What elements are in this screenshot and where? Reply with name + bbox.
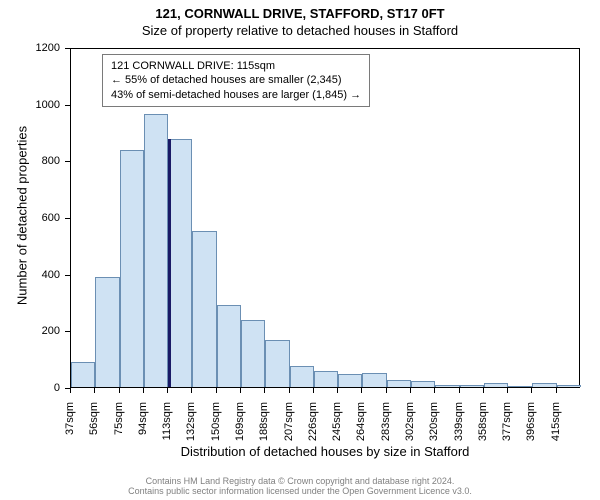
- histogram-bar: [508, 386, 532, 387]
- x-tick-label: 245sqm: [331, 402, 343, 452]
- x-tick-mark: [483, 388, 484, 393]
- footer-line-1: Contains HM Land Registry data © Crown c…: [0, 476, 600, 486]
- histogram-bar: [217, 305, 241, 387]
- y-tick-mark: [65, 331, 70, 332]
- histogram-bar: [387, 380, 411, 387]
- x-tick-label: 226sqm: [307, 402, 319, 452]
- x-tick-mark: [531, 388, 532, 393]
- y-tick-label: 0: [0, 382, 60, 394]
- x-tick-label: 415sqm: [550, 402, 562, 452]
- x-tick-label: 56sqm: [88, 402, 100, 452]
- x-tick-label: 132sqm: [185, 402, 197, 452]
- histogram-bar: [484, 383, 508, 387]
- x-tick-label: 75sqm: [113, 402, 125, 452]
- x-tick-mark: [289, 388, 290, 393]
- y-tick-label: 1000: [0, 99, 60, 111]
- histogram-bar: [95, 277, 119, 388]
- x-tick-label: 150sqm: [210, 402, 222, 452]
- x-tick-label: 396sqm: [525, 402, 537, 452]
- y-tick-mark: [65, 105, 70, 106]
- histogram-bar: [241, 320, 265, 387]
- y-tick-label: 600: [0, 212, 60, 224]
- x-tick-mark: [410, 388, 411, 393]
- x-tick-mark: [143, 388, 144, 393]
- histogram-bar: [314, 371, 338, 387]
- histogram-bar: [265, 340, 289, 387]
- histogram-bar: [435, 385, 459, 387]
- x-tick-label: 339sqm: [453, 402, 465, 452]
- x-tick-mark: [119, 388, 120, 393]
- x-tick-mark: [191, 388, 192, 393]
- x-tick-mark: [264, 388, 265, 393]
- y-tick-label: 200: [0, 325, 60, 337]
- x-tick-mark: [556, 388, 557, 393]
- legend-line-2: ← 55% of detached houses are smaller (2,…: [111, 73, 361, 87]
- histogram-bar: [290, 366, 314, 387]
- x-tick-label: 37sqm: [64, 402, 76, 452]
- y-tick-label: 1200: [0, 42, 60, 54]
- histogram-bar: [168, 139, 192, 387]
- x-tick-label: 377sqm: [501, 402, 513, 452]
- x-tick-mark: [337, 388, 338, 393]
- x-tick-mark: [94, 388, 95, 393]
- footer-line-2: Contains public sector information licen…: [0, 486, 600, 496]
- x-tick-label: 302sqm: [404, 402, 416, 452]
- page-title: 121, CORNWALL DRIVE, STAFFORD, ST17 0FT: [0, 0, 600, 21]
- histogram-bar: [532, 383, 556, 387]
- legend-line-1: 121 CORNWALL DRIVE: 115sqm: [111, 59, 361, 73]
- x-tick-mark: [70, 388, 71, 393]
- x-tick-label: 320sqm: [428, 402, 440, 452]
- x-tick-mark: [361, 388, 362, 393]
- histogram-bar: [411, 381, 435, 387]
- x-tick-label: 358sqm: [477, 402, 489, 452]
- x-tick-mark: [167, 388, 168, 393]
- x-tick-label: 169sqm: [234, 402, 246, 452]
- legend-box: 121 CORNWALL DRIVE: 115sqm ← 55% of deta…: [102, 54, 370, 107]
- histogram-bar: [362, 373, 386, 387]
- histogram-bar: [120, 150, 144, 387]
- y-tick-mark: [65, 218, 70, 219]
- page-subtitle: Size of property relative to detached ho…: [0, 21, 600, 38]
- histogram-bar: [192, 231, 216, 387]
- x-tick-mark: [313, 388, 314, 393]
- x-tick-mark: [507, 388, 508, 393]
- histogram-bar: [557, 385, 581, 387]
- y-tick-label: 400: [0, 269, 60, 281]
- histogram-bar: [71, 362, 95, 388]
- x-tick-mark: [459, 388, 460, 393]
- x-tick-mark: [434, 388, 435, 393]
- x-tick-label: 113sqm: [161, 402, 173, 452]
- histogram-bar: [338, 374, 362, 387]
- x-tick-mark: [386, 388, 387, 393]
- histogram-bar: [460, 385, 484, 387]
- x-tick-label: 264sqm: [355, 402, 367, 452]
- x-tick-label: 283sqm: [380, 402, 392, 452]
- x-tick-mark: [240, 388, 241, 393]
- x-tick-mark: [216, 388, 217, 393]
- y-tick-mark: [65, 48, 70, 49]
- footer: Contains HM Land Registry data © Crown c…: [0, 476, 600, 496]
- highlight-bar: [168, 139, 171, 387]
- y-tick-label: 800: [0, 155, 60, 167]
- y-tick-mark: [65, 275, 70, 276]
- x-tick-label: 94sqm: [137, 402, 149, 452]
- x-tick-label: 207sqm: [283, 402, 295, 452]
- legend-line-3: 43% of semi-detached houses are larger (…: [111, 88, 361, 102]
- histogram-bar: [144, 114, 168, 387]
- y-tick-mark: [65, 161, 70, 162]
- x-tick-label: 188sqm: [258, 402, 270, 452]
